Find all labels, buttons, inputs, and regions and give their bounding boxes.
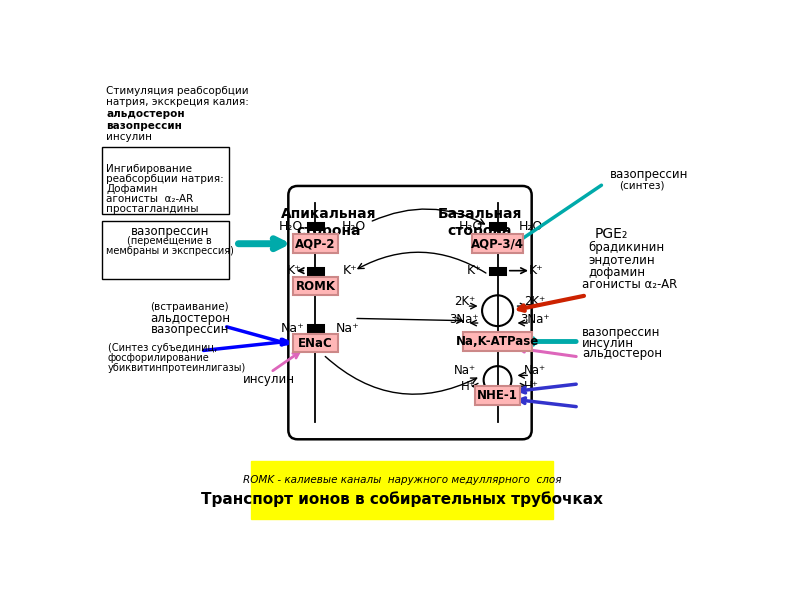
Text: вазопрессин: вазопрессин xyxy=(582,326,661,339)
Text: инсулин: инсулин xyxy=(243,373,295,386)
Text: вазопрессин: вазопрессин xyxy=(106,121,182,131)
Text: эндотелин: эндотелин xyxy=(588,253,655,266)
Text: (синтез): (синтез) xyxy=(619,180,665,190)
Text: H₂O: H₂O xyxy=(518,220,543,232)
Text: K⁺: K⁺ xyxy=(467,264,482,277)
Text: альдостерон: альдостерон xyxy=(106,109,185,119)
Text: Ингибирование: Ингибирование xyxy=(106,164,192,175)
Text: H₂O: H₂O xyxy=(458,220,482,232)
Text: 2K⁺: 2K⁺ xyxy=(524,295,546,308)
Text: реабсорбции натрия:: реабсорбции натрия: xyxy=(106,175,224,184)
Text: дофамин: дофамин xyxy=(588,266,646,278)
Text: альдостерон: альдостерон xyxy=(150,312,230,325)
Text: ROMK - калиевые каналы  наружного медуллярного  слоя: ROMK - калиевые каналы наружного медулля… xyxy=(243,475,562,485)
FancyBboxPatch shape xyxy=(288,186,532,439)
Text: (перемещение в: (перемещение в xyxy=(127,236,212,247)
Text: K⁺: K⁺ xyxy=(529,264,544,277)
Text: (Синтез субъединиц,: (Синтез субъединиц, xyxy=(108,343,217,353)
Text: Na⁺: Na⁺ xyxy=(336,322,360,335)
Text: Стимуляция реабсорбции: Стимуляция реабсорбции xyxy=(106,86,249,96)
Text: Апикальная
сторона: Апикальная сторона xyxy=(281,207,376,238)
Text: простагландины: простагландины xyxy=(106,205,198,214)
FancyBboxPatch shape xyxy=(293,277,338,295)
Text: 2K⁺: 2K⁺ xyxy=(454,295,476,308)
Text: K⁺: K⁺ xyxy=(286,264,301,277)
FancyBboxPatch shape xyxy=(463,332,532,351)
Text: NHE-1: NHE-1 xyxy=(477,389,518,402)
Text: (встраивание): (встраивание) xyxy=(150,302,229,312)
Text: H₂O: H₂O xyxy=(342,220,366,232)
Text: брадикинин: брадикинин xyxy=(588,241,664,254)
Text: вазопрессин: вазопрессин xyxy=(610,168,688,181)
Text: натрия, экскреция калия:: натрия, экскреция калия: xyxy=(106,97,249,107)
FancyBboxPatch shape xyxy=(293,334,338,352)
Text: ENaC: ENaC xyxy=(298,337,333,350)
Text: 3Na⁺: 3Na⁺ xyxy=(449,313,478,326)
Text: Na⁺: Na⁺ xyxy=(454,364,476,377)
Text: Na⁺: Na⁺ xyxy=(524,364,546,377)
Text: K⁺: K⁺ xyxy=(343,264,358,277)
FancyBboxPatch shape xyxy=(102,148,230,214)
FancyBboxPatch shape xyxy=(474,386,521,404)
Text: Базальная
сторона: Базальная сторона xyxy=(438,207,522,238)
Text: H₂O: H₂O xyxy=(278,220,302,232)
Text: инсулин: инсулин xyxy=(582,337,634,350)
Text: Дофамин: Дофамин xyxy=(106,184,158,194)
FancyBboxPatch shape xyxy=(472,235,523,253)
Text: AQP-2: AQP-2 xyxy=(295,237,336,250)
Text: агонисты α₂-AR: агонисты α₂-AR xyxy=(582,278,678,291)
Text: вазопрессин: вазопрессин xyxy=(130,225,209,238)
Text: Na⁺: Na⁺ xyxy=(280,322,304,335)
Text: AQP-3/4: AQP-3/4 xyxy=(471,237,524,250)
Text: 3Na⁺: 3Na⁺ xyxy=(520,313,550,326)
FancyBboxPatch shape xyxy=(251,461,554,518)
Text: H⁺: H⁺ xyxy=(461,380,475,392)
Text: Транспорт ионов в собирательных трубочках: Транспорт ионов в собирательных трубочка… xyxy=(202,491,603,507)
Text: PGE₂: PGE₂ xyxy=(594,227,628,241)
Text: мембраны и экспрессия): мембраны и экспрессия) xyxy=(106,247,234,256)
Text: убиквитинпротеинлигазы): убиквитинпротеинлигазы) xyxy=(108,362,246,373)
Text: H⁺: H⁺ xyxy=(523,380,538,392)
Text: альдостерон: альдостерон xyxy=(582,347,662,361)
Text: агонисты  α₂-AR: агонисты α₂-AR xyxy=(106,194,194,205)
Text: фосфорилирование: фосфорилирование xyxy=(108,353,210,362)
Text: инсулин: инсулин xyxy=(106,132,152,142)
FancyBboxPatch shape xyxy=(102,221,230,279)
Text: ROMK: ROMK xyxy=(295,280,335,293)
Text: вазопрессин: вазопрессин xyxy=(150,323,229,337)
FancyBboxPatch shape xyxy=(293,235,338,253)
Text: Na,K-ATPase: Na,K-ATPase xyxy=(456,335,539,348)
